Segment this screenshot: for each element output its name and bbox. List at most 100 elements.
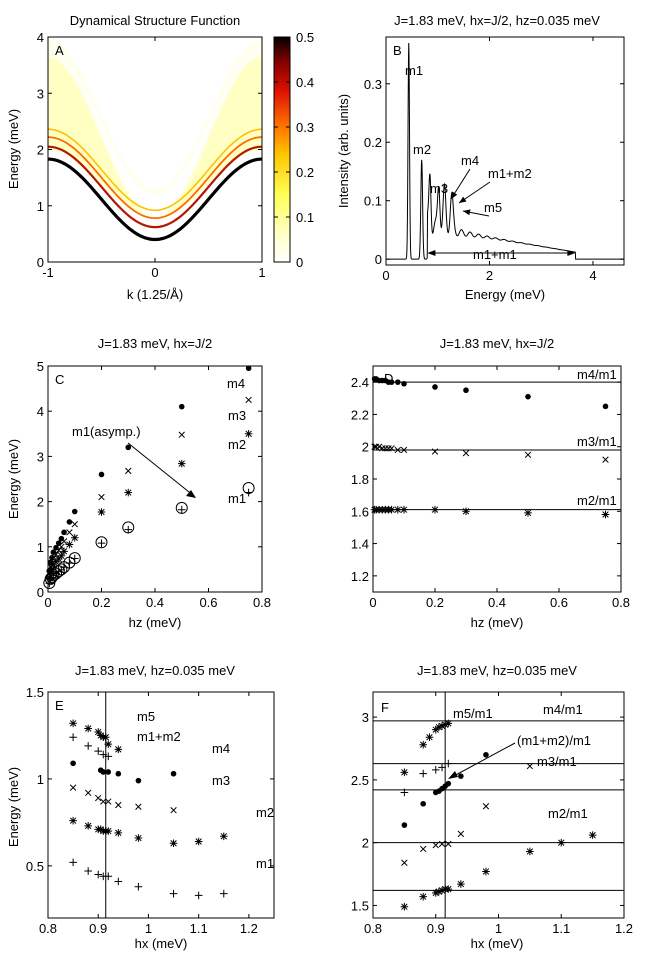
dot-marker bbox=[245, 365, 252, 372]
star-marker bbox=[588, 831, 597, 839]
plus-marker bbox=[114, 877, 123, 886]
star-marker bbox=[441, 720, 449, 729]
dot-marker bbox=[53, 544, 59, 551]
y-tick-label: 1 bbox=[37, 540, 44, 555]
dot-marker bbox=[66, 519, 73, 525]
colorbar-tick-label: 0.5 bbox=[296, 30, 314, 45]
panel-c-xlabel: hz (meV) bbox=[129, 615, 182, 630]
continuum-arrowhead bbox=[567, 250, 576, 256]
y-tick-label: 2.2 bbox=[351, 407, 369, 422]
panel-c-ylabel: Energy (meV) bbox=[6, 439, 21, 519]
label-m3: m3 bbox=[212, 773, 230, 788]
x-tick-label: 0 bbox=[151, 265, 158, 280]
star-marker bbox=[94, 728, 103, 736]
x-marker bbox=[375, 443, 383, 450]
x-marker bbox=[419, 845, 427, 853]
x-marker bbox=[178, 431, 185, 438]
x-marker bbox=[66, 529, 73, 536]
star-marker bbox=[60, 547, 68, 556]
panel-c: J=1.83 meV, hx=J/2 0 0.2 0.4 0.6 0.8 0 1 2 3 4 5 C… bbox=[6, 336, 271, 630]
plus-marker bbox=[69, 858, 77, 867]
dot-marker bbox=[135, 777, 142, 784]
asymp-arrow bbox=[127, 442, 195, 497]
label-m1-plus-m2: m1+m2 bbox=[137, 729, 181, 744]
star-marker bbox=[219, 832, 228, 841]
x-marker bbox=[602, 456, 609, 463]
panel-c-letter: C bbox=[55, 372, 64, 387]
star-marker bbox=[526, 847, 534, 856]
y-tick-label: 1 bbox=[37, 772, 44, 787]
label-m3: m3 bbox=[228, 408, 246, 423]
star-marker bbox=[425, 733, 434, 741]
intensity-curve bbox=[386, 42, 624, 260]
y-tick-label: 1.4 bbox=[351, 537, 369, 552]
plus-marker bbox=[444, 759, 453, 768]
circle-marker bbox=[175, 501, 188, 514]
star-marker bbox=[462, 507, 470, 516]
star-marker bbox=[96, 731, 105, 740]
star-marker bbox=[70, 533, 79, 542]
y-tick-label: 1.5 bbox=[351, 898, 369, 913]
panel-f-xlabel: hx (meV) bbox=[471, 936, 524, 951]
star-marker bbox=[400, 902, 409, 911]
star-marker bbox=[435, 887, 443, 896]
panel-b: J=1.83 meV, hx=J/2, hz=0.035 meV 0 2 4 0 0.1… bbox=[336, 13, 625, 302]
plus-marker bbox=[104, 752, 113, 761]
y-tick-label: 2 bbox=[37, 495, 44, 510]
x-marker bbox=[71, 520, 78, 528]
y-tick-label: 2 bbox=[362, 440, 369, 455]
panel-b-xlabel: Energy (meV) bbox=[465, 287, 545, 302]
x-marker bbox=[84, 789, 92, 797]
plus-marker bbox=[400, 788, 409, 797]
peak-label: m3 bbox=[430, 181, 448, 196]
y-tick-label: 4 bbox=[37, 404, 44, 419]
peak-label: m4 bbox=[461, 153, 479, 168]
panel-e-letter: E bbox=[55, 698, 64, 713]
dot-marker bbox=[115, 770, 122, 777]
x-marker bbox=[95, 794, 102, 802]
x-tick-label: 1 bbox=[145, 921, 152, 936]
star-marker bbox=[557, 838, 566, 847]
circle-marker bbox=[122, 521, 135, 534]
panel-f: J=1.83 meV, hz=0.035 meV 0.8 0.9 1 1.1 1.2 1.… bbox=[351, 663, 633, 951]
dot-marker bbox=[388, 379, 395, 385]
colorbar-tick-label: 0.4 bbox=[296, 75, 314, 90]
dot-marker bbox=[458, 773, 464, 779]
x-marker bbox=[98, 493, 105, 501]
star-marker bbox=[45, 573, 54, 582]
x-marker bbox=[115, 801, 122, 809]
panel-e: J=1.83 meV, hz=0.035 meV 0.8 0.9 1 1.1 1.2 0.… bbox=[6, 663, 275, 951]
x-tick-label: 0 bbox=[382, 268, 389, 283]
dot-marker bbox=[98, 471, 105, 478]
panel-a-letter: A bbox=[55, 43, 64, 58]
label-m1m2-m1: (m1+m2)/m1 bbox=[517, 733, 591, 748]
label-m3-m1: m3/m1 bbox=[537, 754, 577, 769]
panel-f-title: J=1.83 meV, hz=0.035 meV bbox=[417, 663, 577, 678]
star-marker bbox=[482, 867, 490, 876]
x-marker bbox=[245, 396, 252, 404]
plus-marker bbox=[84, 867, 92, 875]
x-marker bbox=[482, 803, 490, 810]
x-marker bbox=[524, 451, 532, 458]
plus-marker bbox=[69, 733, 77, 741]
x-marker bbox=[125, 467, 132, 475]
y-tick-label: 0.3 bbox=[364, 77, 382, 92]
star-marker bbox=[124, 488, 133, 497]
x-marker bbox=[445, 840, 452, 848]
panel-b-title: J=1.83 meV, hx=J/2, hz=0.035 meV bbox=[394, 13, 600, 28]
x-marker bbox=[431, 448, 439, 455]
x-marker bbox=[388, 445, 395, 452]
dot-marker bbox=[71, 508, 78, 515]
band-m1 bbox=[48, 157, 262, 242]
panel-f-letter: F bbox=[381, 700, 389, 715]
dot-marker bbox=[395, 379, 401, 385]
x-tick-label: 0.6 bbox=[199, 595, 217, 610]
y-tick-label: 1 bbox=[37, 199, 44, 214]
x-tick-label: 1.1 bbox=[190, 921, 208, 936]
x-tick-label: 0.8 bbox=[253, 595, 271, 610]
y-tick-label: 2 bbox=[362, 836, 369, 851]
panel-e-title: J=1.83 meV, hz=0.035 meV bbox=[75, 663, 235, 678]
panel-d-xlabel: hz (meV) bbox=[471, 615, 524, 630]
x-tick-label: 0.8 bbox=[364, 921, 382, 936]
star-marker bbox=[104, 740, 113, 748]
